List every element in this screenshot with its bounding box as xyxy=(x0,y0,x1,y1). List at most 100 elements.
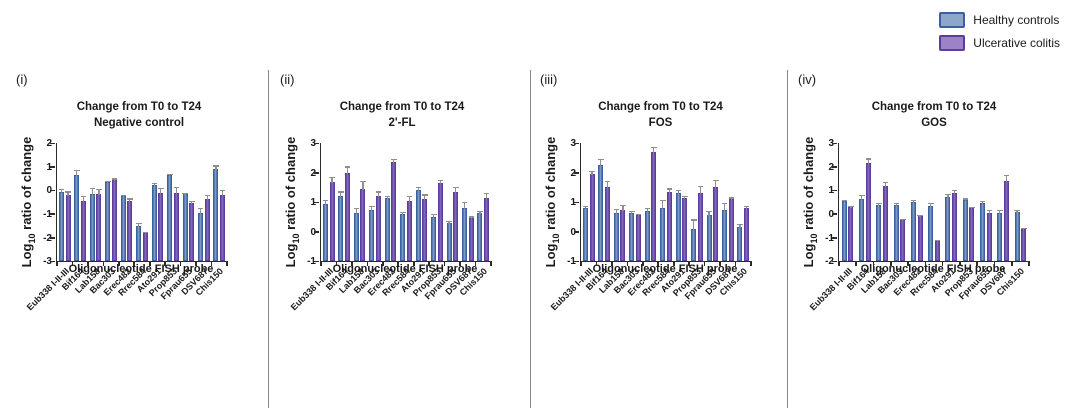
error-bar xyxy=(430,213,438,218)
bar-healthy-controls xyxy=(628,210,636,262)
error-bar xyxy=(721,203,729,211)
x-tick-mark xyxy=(382,261,384,267)
bar-ulcerative-colitis xyxy=(589,170,596,262)
plot-area xyxy=(574,142,752,267)
x-tick-mark xyxy=(734,261,737,267)
bar-healthy-controls xyxy=(690,219,698,262)
x-tick-mark xyxy=(474,261,477,267)
y-axis-ticks: 3 2 1 0 -1 xyxy=(560,138,580,267)
error-bar xyxy=(204,194,211,200)
bar-ulcerative-colitis xyxy=(142,231,149,262)
x-tick-mark xyxy=(320,261,322,267)
y-axis-ticks: 3 2 1 0 -1 -2 xyxy=(818,138,838,267)
error-bar xyxy=(213,165,220,171)
y-tick-mark xyxy=(314,260,319,263)
error-bar xyxy=(329,176,336,183)
y-tick-label: -1 xyxy=(825,232,834,244)
bar-healthy-controls xyxy=(996,210,1004,262)
error-bar xyxy=(461,201,469,210)
x-tick-mark xyxy=(412,261,415,267)
x-tick-mark xyxy=(195,261,197,267)
error-bar xyxy=(635,213,642,217)
bar-ulcerative-colitis xyxy=(899,218,907,262)
x-tick-mark xyxy=(210,261,213,267)
bar-ulcerative-colitis xyxy=(666,188,673,262)
x-tick-mark xyxy=(750,261,752,267)
y-tick-label: 1 xyxy=(46,162,52,173)
legend-item-healthy-controls: Healthy controls xyxy=(939,12,1060,28)
healthy-controls-swatch-icon xyxy=(939,12,966,28)
x-axis-title: Oligonucleotide FISH probe xyxy=(332,263,478,276)
bar-healthy-controls xyxy=(875,203,883,262)
bar-healthy-controls xyxy=(415,186,422,262)
bar-ulcerative-colitis xyxy=(421,194,429,262)
error-bar xyxy=(589,170,596,176)
error-bar xyxy=(415,186,422,192)
error-bar xyxy=(986,210,993,214)
error-bar xyxy=(104,180,112,184)
bar-healthy-controls xyxy=(461,201,469,262)
bar-healthy-controls xyxy=(927,203,935,262)
x-tick-mark xyxy=(443,261,446,267)
x-tick-mark xyxy=(580,261,582,267)
bar-ulcerative-colitis xyxy=(934,239,941,262)
y-tick-mark xyxy=(314,172,319,174)
bar-healthy-controls xyxy=(582,206,589,262)
y-tick-label: 1 xyxy=(828,185,834,196)
y-tick-label: -2 xyxy=(43,232,52,244)
bar-healthy-controls xyxy=(104,180,112,262)
bar-healthy-controls xyxy=(135,223,143,262)
error-bar xyxy=(697,185,704,195)
legend: Healthy controls Ulcerative colitis xyxy=(939,12,1060,58)
error-bar xyxy=(368,206,376,211)
panel-title-line2: 2'-FL xyxy=(388,117,416,130)
error-bar xyxy=(322,200,329,205)
y-tick-mark xyxy=(832,189,837,192)
panel-label: (i) xyxy=(16,72,28,87)
bar-healthy-controls xyxy=(644,207,651,262)
bar-healthy-controls xyxy=(337,191,345,262)
y-tick-mark xyxy=(50,213,55,215)
y-tick-label: -3 xyxy=(43,256,52,268)
x-tick-mark xyxy=(148,261,151,267)
y-axis-title: Log10 ratio of change xyxy=(543,136,561,268)
y-tick-mark xyxy=(314,231,319,233)
error-bar xyxy=(406,195,413,202)
error-bar xyxy=(468,216,475,220)
panel-label: (ii) xyxy=(280,72,295,87)
y-tick-mark xyxy=(314,142,319,145)
bar-ulcerative-colitis xyxy=(329,176,336,262)
plot-area xyxy=(314,142,492,267)
bar-ulcerative-colitis xyxy=(619,204,627,262)
chart-area: Log10 ratio of change 3 2 1 0 -1 Eub338 I-II… xyxy=(543,136,781,313)
error-bar xyxy=(728,197,735,201)
error-bar xyxy=(111,178,118,181)
y-tick-mark xyxy=(574,260,579,263)
x-tick-mark xyxy=(56,261,58,267)
bar-healthy-controls xyxy=(721,203,729,262)
error-bar xyxy=(650,147,658,154)
bar-ulcerative-colitis xyxy=(157,187,165,262)
bar-healthy-controls xyxy=(858,194,866,262)
error-bar xyxy=(927,203,935,207)
bar-ulcerative-colitis xyxy=(452,186,460,262)
error-bar xyxy=(893,203,900,206)
error-bar xyxy=(219,190,227,197)
panel-title: Change from T0 to T24 2'-FL xyxy=(280,99,524,131)
error-bar xyxy=(841,199,848,203)
error-bar xyxy=(934,239,941,243)
y-tick-label: 0 xyxy=(46,185,52,196)
legend-label: Healthy controls xyxy=(973,13,1060,27)
bar-ulcerative-colitis xyxy=(847,205,855,262)
bar-healthy-controls xyxy=(182,192,189,262)
y-tick-label: 3 xyxy=(310,138,316,149)
error-bar xyxy=(437,179,444,185)
y-tick-label: 0 xyxy=(310,227,316,238)
y-tick-label: -1 xyxy=(43,209,52,220)
x-tick-mark xyxy=(351,261,353,267)
error-bar xyxy=(875,203,883,206)
y-tick-mark xyxy=(574,172,579,174)
x-tick-mark xyxy=(855,261,858,267)
legend-label: Ulcerative colitis xyxy=(973,36,1060,50)
x-axis-title: Oligonucleotide FISH probe xyxy=(860,263,1006,276)
